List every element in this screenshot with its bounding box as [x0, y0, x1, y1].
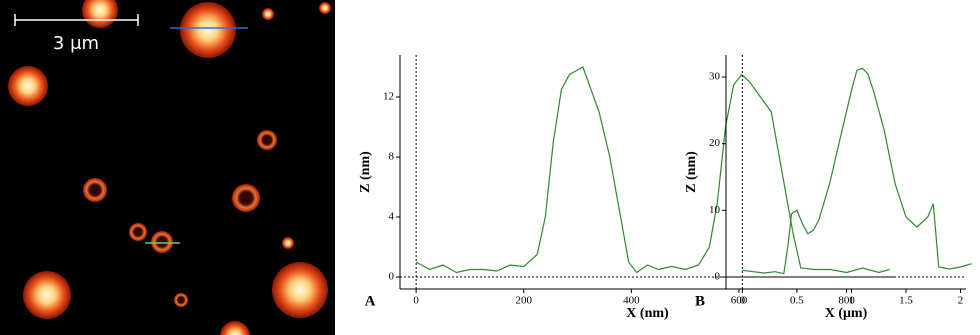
particle — [83, 178, 107, 202]
particle — [151, 231, 173, 253]
panel-label: B — [695, 293, 705, 309]
y-tick-label: 12 — [383, 91, 394, 103]
x-tick-label: 200 — [516, 295, 533, 307]
x-tick-label: 1 — [849, 295, 855, 307]
profile-line — [742, 67, 972, 275]
y-axis-label: Z (nm) — [358, 151, 373, 193]
scale-bar-label: 3 μm — [53, 33, 99, 54]
afm-image: 3 μm — [0, 0, 335, 335]
x-tick-label: 400 — [623, 295, 640, 307]
x-tick-label: 0 — [740, 295, 746, 307]
x-tick-label: 800 — [838, 295, 855, 307]
particle — [8, 66, 48, 106]
x-tick-label: 0 — [413, 295, 419, 307]
profile-line — [415, 66, 890, 274]
x-axis-label: X (nm) — [626, 306, 669, 321]
particle — [82, 0, 118, 28]
y-tick-label: 10 — [709, 204, 721, 216]
particle — [319, 2, 331, 14]
y-tick-label: 4 — [389, 211, 395, 223]
particle — [272, 262, 328, 318]
y-tick-label: 0 — [389, 271, 395, 283]
y-tick-label: 30 — [709, 71, 721, 83]
scale-bar — [14, 14, 139, 26]
particle — [174, 293, 188, 307]
x-tick-label: 0.5 — [790, 295, 804, 307]
particle — [23, 271, 71, 319]
particle — [180, 2, 236, 58]
y-tick-label: 20 — [709, 137, 721, 149]
x-tick-label: 1.5 — [899, 295, 913, 307]
particle — [232, 184, 260, 212]
particle — [257, 130, 277, 150]
particle — [129, 223, 147, 241]
particle — [220, 321, 250, 335]
panel-label: A — [365, 293, 376, 309]
particle — [262, 8, 274, 20]
y-tick-label: 8 — [389, 151, 395, 163]
y-axis-label: Z (nm) — [684, 151, 699, 193]
x-tick-label: 2 — [958, 295, 964, 307]
particle — [282, 237, 294, 249]
y-tick-label: 0 — [715, 271, 721, 283]
x-tick-label: 600 — [731, 295, 748, 307]
x-axis-label: X (μm) — [825, 306, 868, 321]
